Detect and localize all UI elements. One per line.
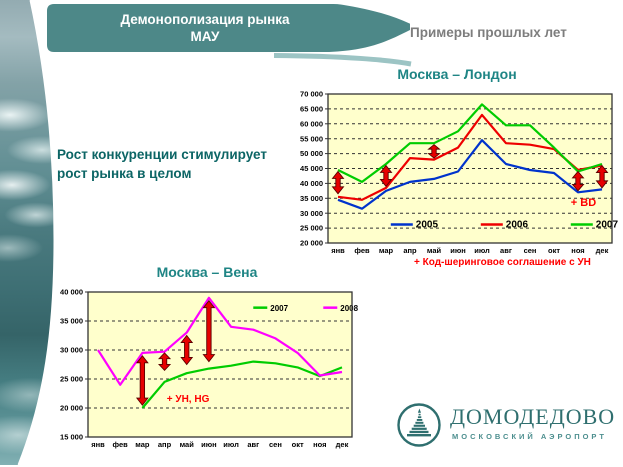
svg-text:25 000: 25 000 <box>60 375 83 384</box>
chart-moscow-vienna-title: Москва – Вена <box>156 264 258 280</box>
svg-text:мар: мар <box>379 246 394 255</box>
svg-text:сен: сен <box>269 440 282 449</box>
svg-text:2008: 2008 <box>340 304 358 313</box>
svg-text:окт: окт <box>292 440 304 449</box>
svg-text:70 000: 70 000 <box>300 90 323 99</box>
svg-text:2007: 2007 <box>270 304 288 313</box>
svg-text:20 000: 20 000 <box>300 239 323 248</box>
logo-name: ДОМОДЕДОВО <box>450 404 616 429</box>
chart-moscow-london-title: Москва – Лондон <box>397 66 517 82</box>
logo-tagline: МОСКОВСКИЙ АЭРОПОРТ <box>452 432 607 441</box>
svg-text:ноя: ноя <box>571 246 584 255</box>
tower-icon <box>397 403 441 447</box>
chart-moscow-vienna-plot: 15 000 20 000 25 000 30 000 35 000 40 000 янв ф… <box>60 288 359 449</box>
svg-text:35 000: 35 000 <box>300 194 323 203</box>
svg-text:ноя: ноя <box>313 440 326 449</box>
svg-text:июн: июн <box>450 246 466 255</box>
svg-text:апр: апр <box>403 246 417 255</box>
svg-text:+ УН, HG: + УН, HG <box>167 394 210 405</box>
svg-text:май: май <box>427 246 442 255</box>
svg-text:45 000: 45 000 <box>300 164 323 173</box>
svg-text:фев: фев <box>113 440 129 449</box>
slide-title: Демонополизация рынка МАУ <box>60 11 350 45</box>
svg-text:15 000: 15 000 <box>60 433 83 442</box>
svg-text:2007: 2007 <box>596 220 619 231</box>
chart-moscow-london-plot: 20 000 25 000 30 000 35 000 40 000 45 000 50 0… <box>300 90 619 255</box>
key-message-line2: рост рынка в целом <box>57 166 192 181</box>
svg-text:янв: янв <box>331 246 345 255</box>
chart-moscow-vienna: Москва – Вена 15 000 20 000 25 000 30 000 35… <box>54 264 360 455</box>
svg-text:дек: дек <box>336 440 349 449</box>
svg-text:50 000: 50 000 <box>300 149 323 158</box>
chart-moscow-london: Москва – Лондон 20 000 25 000 30 000 35 000… <box>292 66 622 261</box>
svg-text:июл: июл <box>474 246 490 255</box>
domodedovo-logo: ДОМОДЕДОВО МОСКОВСКИЙ АЭРОПОРТ <box>394 398 622 460</box>
key-message: Рост конкуренции стимулирует рост рынка … <box>57 145 317 183</box>
svg-text:30 000: 30 000 <box>300 209 323 218</box>
svg-text:2005: 2005 <box>416 220 439 231</box>
header-band <box>47 0 412 67</box>
slide-title-line2: МАУ <box>190 29 220 44</box>
svg-text:60 000: 60 000 <box>300 119 323 128</box>
svg-text:25 000: 25 000 <box>300 224 323 233</box>
svg-text:апр: апр <box>158 440 172 449</box>
svg-text:20 000: 20 000 <box>60 404 83 413</box>
svg-text:мар: мар <box>135 440 150 449</box>
svg-text:35 000: 35 000 <box>60 317 83 326</box>
svg-text:окт: окт <box>548 246 560 255</box>
svg-text:30 000: 30 000 <box>60 346 83 355</box>
svg-text:авг: авг <box>500 246 512 255</box>
svg-text:авг: авг <box>247 440 259 449</box>
key-message-line1: Рост конкуренции стимулирует <box>57 147 268 162</box>
slide-subtitle: Примеры прошлых лет <box>410 25 567 40</box>
svg-text:июл: июл <box>223 440 239 449</box>
svg-text:июн: июн <box>201 440 217 449</box>
svg-text:фев: фев <box>354 246 370 255</box>
svg-text:+ BD: + BD <box>571 197 596 209</box>
svg-text:сен: сен <box>524 246 537 255</box>
slide-title-line1: Демонополизация рынка <box>120 12 290 27</box>
svg-text:65 000: 65 000 <box>300 105 323 114</box>
svg-text:дек: дек <box>596 246 609 255</box>
svg-text:янв: янв <box>91 440 105 449</box>
svg-text:40 000: 40 000 <box>60 288 83 297</box>
svg-text:55 000: 55 000 <box>300 134 323 143</box>
svg-text:40 000: 40 000 <box>300 179 323 188</box>
svg-text:май: май <box>180 440 195 449</box>
svg-text:2006: 2006 <box>506 220 529 231</box>
codeshare-annotation: + Код-шеринговое соглашение с УН <box>414 257 591 268</box>
